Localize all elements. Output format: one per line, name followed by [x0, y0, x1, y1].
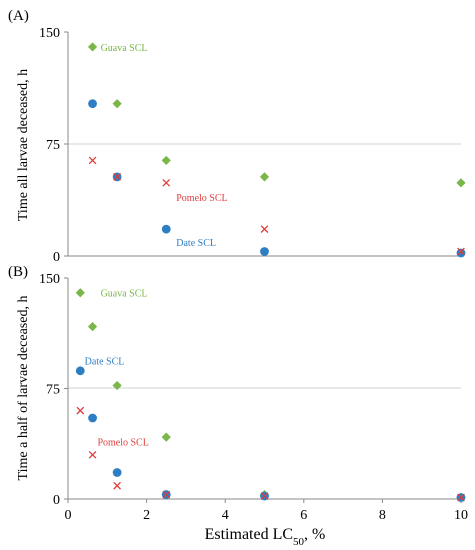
pomelo-scl-point [162, 178, 171, 187]
date-scl-point [88, 99, 97, 109]
marks-b [75, 288, 466, 503]
guava-scl-point [161, 432, 171, 442]
x-axis-label: Estimated LC50, % [205, 526, 326, 548]
annotations-a: Guava SCL Pomelo SCL Date SCL [101, 43, 228, 249]
guava-scl-point [87, 322, 98, 332]
pomelo-scl-annotation: Pomelo SCL [176, 193, 227, 204]
y-tick-label: 0 [53, 493, 60, 508]
date-scl-point [260, 247, 269, 256]
date-scl-point [88, 413, 97, 423]
pomelo-scl-point [113, 481, 121, 490]
ticks-b: 0 75 150 0 2 4 6 8 10 [39, 272, 468, 523]
date-scl-point [456, 248, 466, 258]
panel-a: (A) Time all larvae deceased, h 0 75 150 G… [8, 8, 466, 265]
date-scl-point [161, 224, 171, 234]
date-scl-annotation: Date SCL [176, 238, 216, 249]
annotations-b: Guava SCL Date SCL Pomelo SCL [85, 289, 149, 449]
y-axis-label-a: Time all larvae deceased, h [16, 69, 31, 221]
panel-label-a: (A) [8, 8, 29, 24]
x-axis-label-tail: , % [304, 526, 325, 543]
x-tick-label: 8 [379, 508, 386, 523]
x-tick-label: 0 [65, 508, 72, 523]
y-tick-label: 75 [46, 383, 60, 398]
panel-label-b: (B) [8, 264, 28, 280]
y-tick-label: 150 [39, 26, 60, 41]
guava-scl-point [87, 42, 98, 52]
panel-b: (B) Time a half of larvae deceased, h 0 7… [8, 264, 468, 548]
guava-scl-point [112, 99, 122, 109]
pomelo-scl-annotation: Pomelo SCL [97, 438, 148, 449]
guava-scl-point [259, 172, 270, 182]
pomelo-scl-point [260, 492, 269, 500]
pomelo-scl-point [260, 225, 269, 233]
guava-scl-annotation: Guava SCL [101, 289, 148, 300]
guava-scl-annotation: Guava SCL [101, 43, 148, 54]
pomelo-scl-point [113, 172, 121, 181]
x-axis-label-main: Estimated LC [205, 526, 293, 543]
marks-a [87, 42, 466, 258]
date-scl-point [112, 468, 122, 477]
x-tick-label: 4 [222, 508, 229, 523]
pomelo-scl-point [88, 156, 97, 165]
x-tick-label: 10 [454, 508, 468, 523]
pomelo-scl-point [162, 490, 171, 499]
y-tick-label: 0 [53, 250, 60, 265]
pomelo-scl-point [76, 406, 85, 415]
x-axis-label-subscript: 50 [293, 536, 305, 548]
date-scl-annotation: Date SCL [85, 357, 125, 368]
guava-scl-point [112, 380, 122, 391]
guava-scl-point [75, 288, 85, 298]
guava-scl-point [456, 178, 466, 188]
pomelo-scl-point [88, 450, 97, 459]
pomelo-scl-point [457, 493, 465, 502]
date-scl-point [75, 366, 85, 376]
x-tick-label: 2 [143, 508, 150, 523]
pomelo-scl-point [457, 247, 465, 256]
y-tick-label: 75 [46, 138, 60, 153]
y-axis-label-b: Time a half of larvae deceased, h [16, 296, 31, 481]
y-tick-label: 150 [39, 272, 60, 287]
y-ticks-a: 0 75 150 [39, 26, 68, 265]
x-tick-label: 6 [300, 508, 307, 523]
guava-scl-point [161, 155, 171, 166]
